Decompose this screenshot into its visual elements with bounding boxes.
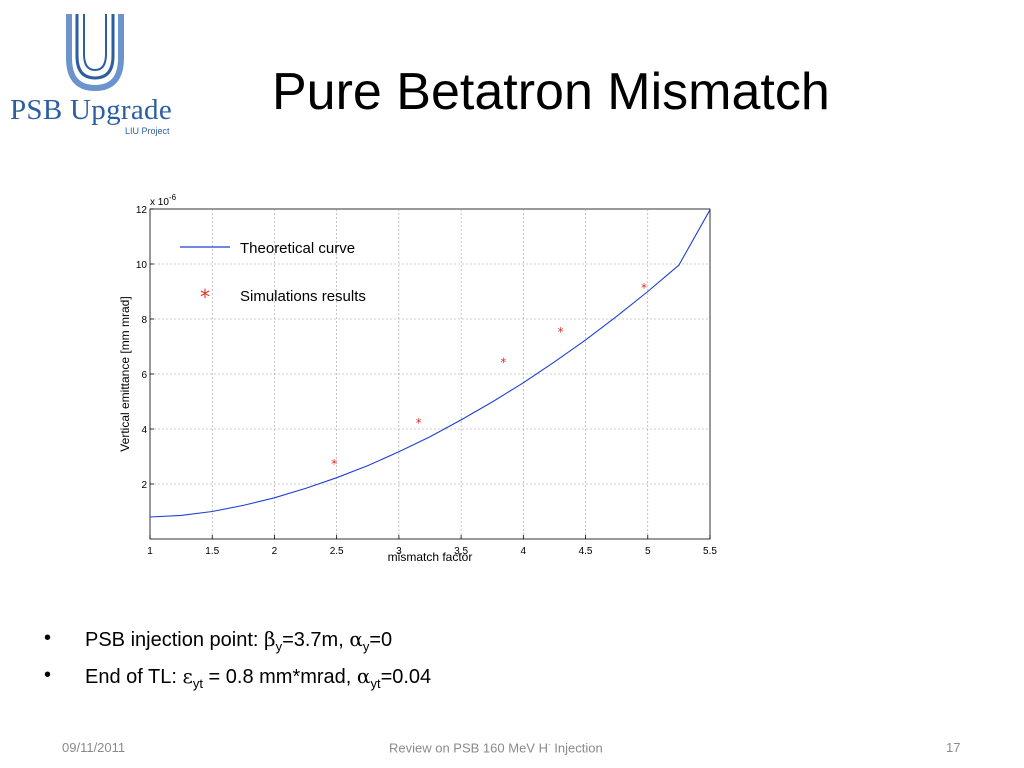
logo-u-mark-icon bbox=[66, 14, 124, 92]
legend-label-theoretical: Theoretical curve bbox=[240, 240, 355, 257]
simulation-point: * bbox=[416, 416, 422, 430]
logo-main-text: PSB Upgrade bbox=[10, 94, 172, 126]
simulation-point: * bbox=[641, 281, 647, 295]
y-tick-label: 6 bbox=[141, 370, 147, 381]
y-tick-label: 4 bbox=[141, 425, 147, 436]
x-axis-label: mismatch factor bbox=[388, 550, 473, 564]
y-tick-label: 12 bbox=[136, 205, 148, 216]
y-axis-label: Vertical emittance [mm mrad] bbox=[118, 296, 132, 451]
theoretical-curve-line bbox=[149, 209, 711, 518]
emittance-chart: 1 1.5 2 2.5 3 3.5 4 4.5 5 5.5 2 4 6 8 10 12 * * * * * x 10-… bbox=[118, 193, 718, 564]
bullet-dot: • bbox=[44, 664, 52, 686]
footer-center-text: Review on PSB 160 MeV H- Injection bbox=[389, 740, 603, 756]
footer-page-number: 17 bbox=[946, 740, 961, 755]
x-tick-label: 4.5 bbox=[579, 546, 593, 557]
logo-sub-text: LIU Project bbox=[125, 126, 170, 136]
psb-upgrade-logo: PSB Upgrade LIU Project bbox=[8, 8, 183, 138]
simulation-point: * bbox=[331, 457, 337, 471]
footer-date: 09/11/2011 bbox=[62, 740, 126, 755]
x-tick-label: 5 bbox=[645, 546, 651, 557]
legend-star-swatch: * bbox=[200, 285, 210, 309]
y-tick-label: 10 bbox=[136, 260, 148, 271]
grid-lines bbox=[150, 209, 710, 539]
x-tick-label: 5.5 bbox=[703, 546, 717, 557]
x-tick-label: 1 bbox=[147, 546, 153, 557]
x-tick-label: 2 bbox=[272, 546, 278, 557]
y-multiplier-label: x 10-6 bbox=[150, 193, 177, 208]
bullet-text: PSB injection point: βy=3.7m, αy=0 bbox=[85, 627, 393, 654]
x-tick-label: 3 bbox=[396, 546, 402, 557]
legend: Theoretical curve * Simulations results bbox=[180, 240, 366, 309]
series-layer: * * * * * bbox=[149, 209, 711, 518]
y-tick-label: 8 bbox=[141, 315, 147, 326]
bullet-dot: • bbox=[44, 627, 52, 649]
x-tick-label: 2.5 bbox=[330, 546, 344, 557]
simulation-point: * bbox=[500, 355, 506, 369]
x-tick-label: 3.5 bbox=[454, 546, 468, 557]
x-tick-label: 1.5 bbox=[205, 546, 219, 557]
slide-title: Pure Betatron Mismatch bbox=[272, 63, 830, 121]
simulation-point: * bbox=[558, 325, 564, 339]
axis-ticks: 1 1.5 2 2.5 3 3.5 4 4.5 5 5.5 2 4 6 8 10 12 bbox=[136, 205, 718, 557]
legend-label-simulations: Simulations results bbox=[240, 288, 366, 305]
bullet-text: End of TL: εyt = 0.8 mm*mrad, αyt=0.04 bbox=[85, 664, 432, 691]
y-tick-label: 2 bbox=[141, 480, 147, 491]
x-tick-label: 4 bbox=[521, 546, 527, 557]
